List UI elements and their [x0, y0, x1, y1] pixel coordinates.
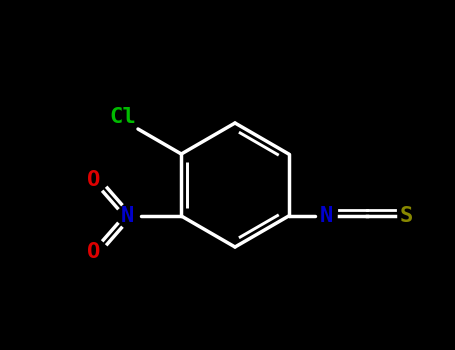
Text: O: O [86, 242, 100, 262]
Text: N: N [320, 206, 334, 226]
Text: Cl: Cl [109, 107, 136, 127]
Text: O: O [86, 170, 100, 190]
Text: N: N [121, 206, 134, 226]
Text: S: S [400, 206, 414, 226]
